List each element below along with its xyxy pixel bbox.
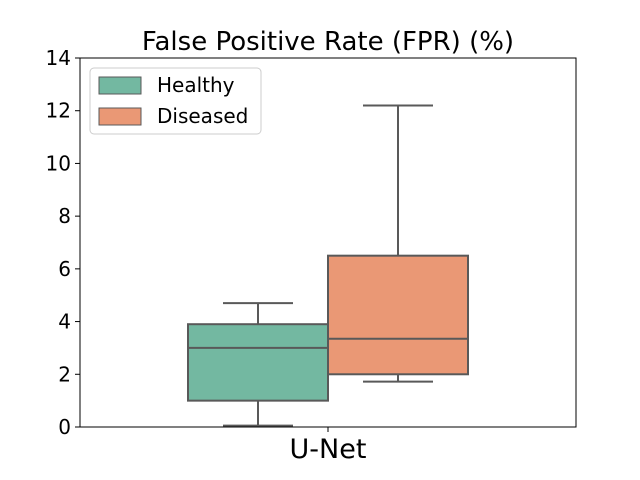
y-tick-label: 2 [58,362,71,386]
y-tick-label: 12 [46,99,71,123]
legend-swatch-diseased [98,107,142,126]
y-tick-label: 8 [58,204,71,228]
y-tick-label: 6 [58,257,71,281]
plot-area [187,104,469,427]
chart-title: False Positive Rate (FPR) (%) [142,27,514,57]
y-tick-label: 10 [46,151,71,175]
box-body-healthy [187,323,329,402]
box-diseased [327,104,469,383]
legend-label-healthy: Healthy [157,73,235,97]
legend-swatch-healthy [98,76,142,95]
axes: 0 2 4 6 8 10 12 14 U-Net [46,46,577,465]
box-body-diseased [327,254,469,376]
x-tick-label: U-Net [290,434,367,465]
y-tick-label: 0 [58,415,71,439]
y-tick-label: 4 [58,310,71,334]
legend: Healthy Diseased [89,67,262,135]
box-healthy [187,302,329,427]
y-tick-label: 14 [46,46,71,70]
legend-label-diseased: Diseased [157,104,248,128]
